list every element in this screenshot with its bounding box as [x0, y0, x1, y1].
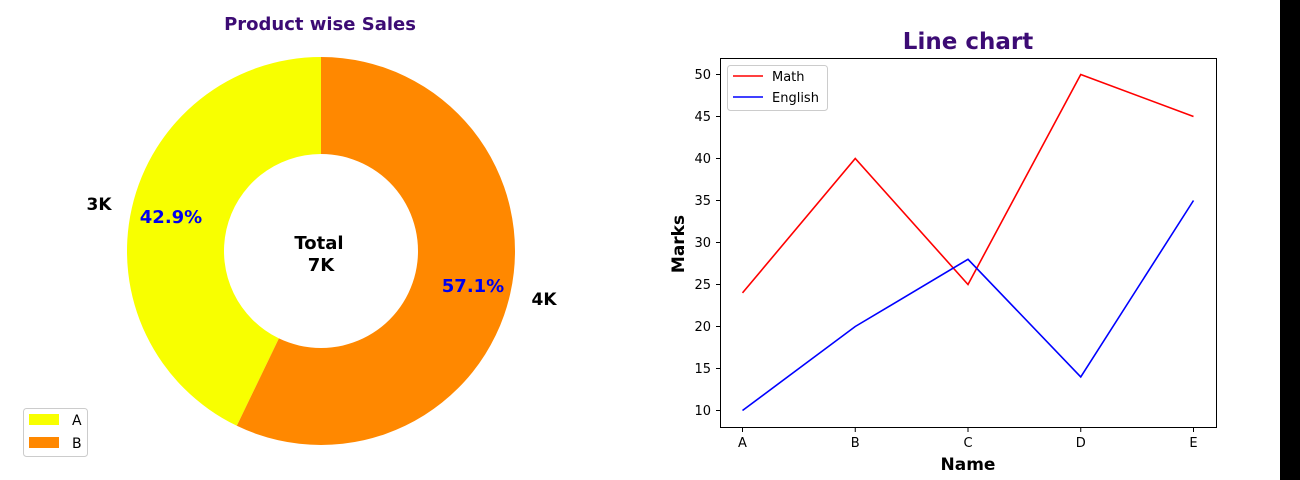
legend-swatch-a [29, 414, 59, 425]
y-tick-label: 50 [694, 68, 711, 83]
y-axis-label: Marks [669, 215, 689, 273]
line-chart-title: Line chart [903, 29, 1033, 55]
donut-slices [127, 57, 516, 446]
legend-label-english: English [772, 91, 819, 106]
legend-label-math: Math [772, 70, 805, 85]
slice-value-label-b: 4K [531, 290, 557, 310]
x-tick-label: E [1189, 436, 1197, 451]
y-tick-label: 20 [694, 320, 711, 335]
x-tick-label: D [1076, 436, 1086, 451]
slice-value-label-a: 3K [86, 195, 112, 215]
x-tick-label: A [738, 436, 747, 451]
y-tick-label: 35 [694, 194, 711, 209]
donut-center-total-value: 7K [308, 255, 336, 276]
donut-chart-title: Product wise Sales [224, 14, 416, 35]
legend-label-a: A [72, 413, 82, 429]
x-tick-label: C [963, 436, 972, 451]
donut-center-total-label: Total [294, 233, 343, 254]
x-tick-label: B [851, 436, 860, 451]
y-tick-label: 10 [694, 404, 711, 419]
donut-slice-b [236, 57, 516, 446]
x-axis-label: Name [941, 455, 996, 475]
donut-slice-a [127, 57, 322, 426]
y-tick-label: 40 [694, 152, 711, 167]
line-legend: Math English [727, 65, 828, 111]
legend-label-b: B [72, 436, 82, 452]
right-edge-bar [1280, 0, 1300, 480]
donut-legend: A B [23, 408, 88, 457]
y-axis-ticks: 10 15 20 25 30 35 40 45 50 [694, 68, 721, 419]
series-lines [741, 73, 1195, 412]
series-line-math [741, 73, 1194, 294]
y-tick-label: 15 [694, 362, 711, 377]
y-tick-label: 30 [694, 236, 711, 251]
y-tick-label: 45 [694, 110, 711, 125]
y-tick-label: 25 [694, 278, 711, 293]
slice-percent-label-b: 57.1% [442, 276, 504, 297]
x-axis-ticks: A B C D E [738, 427, 1198, 451]
legend-swatch-b [29, 437, 59, 448]
line-chart: Line chart 10 15 20 25 30 35 40 45 50 A B C D E Name… [669, 29, 1217, 475]
donut-chart: Product wise Sales 3K 4K 42.9% 57.1% Tot… [23, 14, 557, 457]
slice-percent-label-a: 42.9% [140, 207, 202, 228]
series-line-english [742, 200, 1195, 412]
